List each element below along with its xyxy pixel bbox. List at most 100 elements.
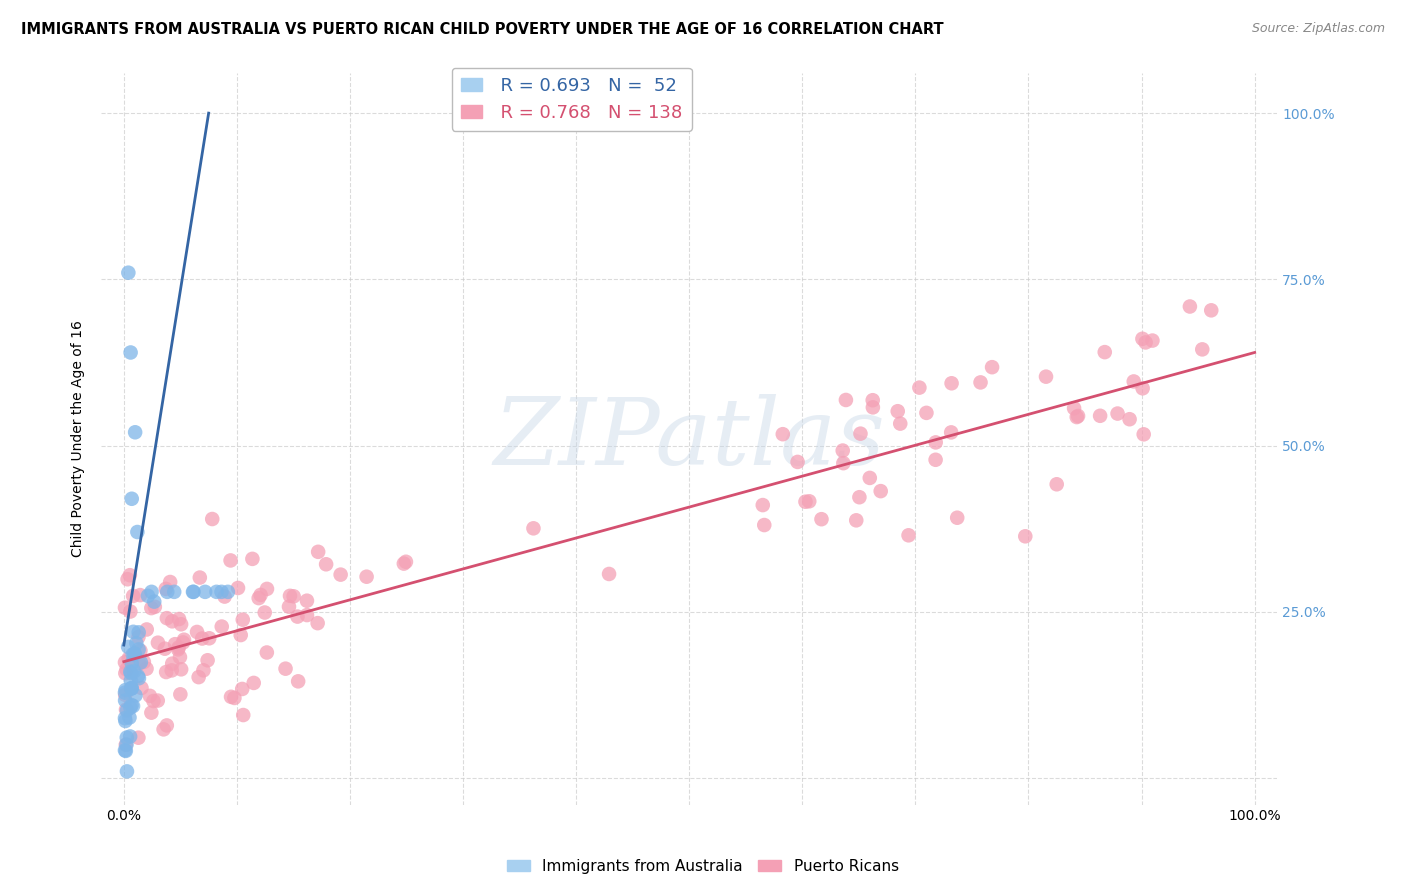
Point [188,570,211,584]
Point [122,624,145,639]
Point [1118,412,1140,426]
Point [1094,345,1116,359]
Point [253,606,276,620]
Point [143,599,166,614]
Point [274,662,297,676]
Point [946,510,969,524]
Point [135,623,157,637]
Point [114,656,136,670]
Point [155,665,177,679]
Point [183,585,205,599]
Point [122,664,145,678]
Point [165,637,187,651]
Point [114,738,136,752]
Point [315,558,337,572]
Point [121,648,143,662]
Point [754,518,776,533]
Point [1088,409,1111,423]
Point [152,723,174,737]
Point [129,656,152,670]
Point [1199,303,1222,318]
Point [794,494,817,508]
Point [117,266,139,280]
Point [201,512,224,526]
Point [849,426,872,441]
Point [127,630,149,644]
Point [114,711,136,725]
Point [217,585,239,599]
Point [356,570,378,584]
Point [128,671,150,685]
Point [141,706,163,720]
Point [908,381,931,395]
Point [163,585,186,599]
Point [752,498,775,512]
Point [159,574,181,589]
Point [160,615,183,629]
Legend: Immigrants from Australia, Puerto Ricans: Immigrants from Australia, Puerto Ricans [501,853,905,880]
Point [278,599,301,614]
Point [121,698,143,713]
Point [120,665,142,679]
Point [141,585,163,599]
Point [869,484,891,499]
Point [191,632,214,646]
Point [256,582,278,596]
Point [156,718,179,732]
Point [114,666,136,681]
Point [329,567,352,582]
Point [831,443,853,458]
Point [127,524,149,539]
Point [307,545,329,559]
Point [862,401,884,415]
Point [114,743,136,757]
Point [889,417,911,431]
Point [835,392,858,407]
Point [114,600,136,615]
Point [187,670,209,684]
Point [122,699,145,714]
Point [160,657,183,671]
Point [167,640,190,655]
Point [131,681,153,695]
Point [118,651,141,665]
Point [115,703,138,717]
Point [128,625,150,640]
Point [129,643,152,657]
Point [1046,477,1069,491]
Point [287,609,309,624]
Point [862,393,884,408]
Point [146,636,169,650]
Point [186,624,208,639]
Point [120,681,142,695]
Point [194,585,217,599]
Point [522,521,544,535]
Point [167,612,190,626]
Point [120,666,142,681]
Point [981,360,1004,375]
Point [120,681,142,696]
Point [120,700,142,714]
Point [167,642,190,657]
Point [205,585,228,599]
Point [772,427,794,442]
Point [392,557,415,571]
Point [897,528,920,542]
Point [283,590,305,604]
Point [115,731,138,745]
Point [114,744,136,758]
Point [231,681,253,696]
Point [173,632,195,647]
Point [211,585,233,599]
Point [224,690,246,705]
Point [156,611,179,625]
Point [120,605,142,619]
Point [845,513,868,527]
Point [295,608,318,623]
Text: IMMIGRANTS FROM AUSTRALIA VS PUERTO RICAN CHILD POVERTY UNDER THE AGE OF 16 CORR: IMMIGRANTS FROM AUSTRALIA VS PUERTO RICA… [21,22,943,37]
Point [799,494,821,508]
Point [1107,407,1129,421]
Text: Source: ZipAtlas.com: Source: ZipAtlas.com [1251,22,1385,36]
Point [121,491,143,506]
Point [859,471,882,485]
